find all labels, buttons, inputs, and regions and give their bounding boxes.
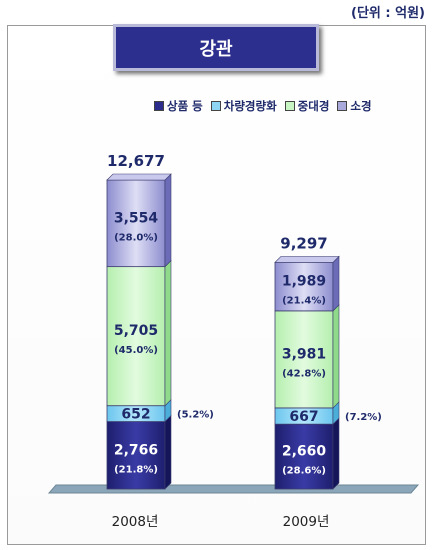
- pct-label-large-diameter-1: (42.8%): [282, 368, 326, 379]
- value-label-product-1: 2,660: [282, 444, 327, 460]
- legend-item-lightweight: 차량경량화: [210, 98, 277, 114]
- total-label-1: 9,297: [280, 234, 327, 252]
- bar-side-small-diameter-1: [332, 255, 340, 312]
- bar-side-large-diameter-1: [332, 304, 340, 409]
- value-label-large-diameter-1: 3,981: [282, 346, 326, 362]
- pct-label-product-0: (21.8%): [114, 464, 158, 475]
- legend-swatch-lightweight: [210, 101, 221, 111]
- pct-label-product-1: (28.6%): [282, 466, 326, 477]
- bar-large-diameter-1: [274, 310, 334, 409]
- chart-floor: [47, 484, 420, 494]
- value-label-product-0: 2,766: [114, 442, 158, 458]
- chart-frame: [7, 25, 426, 545]
- value-label-lightweight-1: 667: [289, 409, 318, 425]
- value-label-small-diameter-1: 1,989: [282, 274, 326, 290]
- bar-small-diameter-1: [274, 261, 334, 312]
- bar-side-product-1: [332, 417, 340, 490]
- total-label-0: 12,677: [107, 152, 165, 170]
- x-tick-2009: 2009년: [282, 514, 330, 530]
- pct-label-lightweight-0: (5.2%): [177, 410, 214, 421]
- legend-item-small-diameter: 소경: [337, 98, 372, 114]
- chart-title: 강관: [113, 24, 319, 71]
- legend-item-large-diameter: 중대경: [284, 98, 330, 114]
- bar-product-1: [274, 423, 334, 490]
- bar-side-product-0: [164, 414, 172, 490]
- bar-small-diameter-0: [106, 179, 166, 268]
- value-label-large-diameter-0: 5,705: [114, 323, 158, 339]
- bar-top-cap-1: [274, 256, 340, 263]
- legend-swatch-large-diameter: [284, 101, 295, 111]
- legend-label-lightweight: 차량경량화: [223, 99, 277, 113]
- x-tick-2008: 2008년: [111, 514, 159, 530]
- bar-side-small-diameter-0: [164, 173, 172, 268]
- value-label-lightweight-0: 652: [121, 407, 150, 423]
- pct-label-small-diameter-0: (28.0%): [114, 232, 158, 243]
- pct-label-lightweight-1: (7.2%): [345, 412, 382, 423]
- legend-label-product: 상품 등: [167, 99, 203, 113]
- bar-side-large-diameter-0: [164, 259, 172, 407]
- pct-label-large-diameter-0: (45.0%): [114, 345, 158, 356]
- unit-note: (단위 : 억원): [351, 6, 425, 21]
- value-label-small-diameter-0: 3,554: [114, 210, 159, 226]
- legend-swatch-product: [154, 101, 164, 111]
- legend-label-large-diameter: 중대경: [297, 99, 330, 113]
- bar-top-cap-0: [106, 173, 172, 181]
- pct-label-small-diameter-1: (21.4%): [282, 296, 326, 307]
- legend-item-product: 상품 등: [154, 98, 203, 114]
- legend-swatch-small-diameter: [337, 101, 348, 111]
- legend: 상품 등 차량경량화 중대경 소경: [154, 98, 372, 114]
- legend-label-small-diameter: 소경: [350, 99, 372, 113]
